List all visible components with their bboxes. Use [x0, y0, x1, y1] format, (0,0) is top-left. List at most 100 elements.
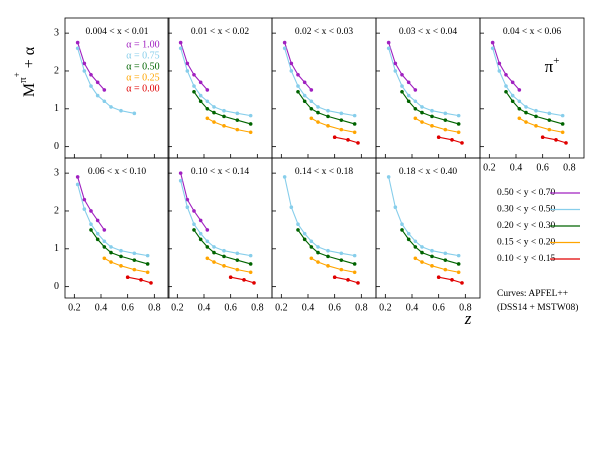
panel: 0.2 0.4 0.6 0.8 0.14 < x < 0.18	[271, 157, 377, 313]
data-point	[309, 107, 314, 111]
data-point	[406, 80, 411, 85]
data-point	[400, 228, 404, 232]
data-point	[443, 127, 448, 132]
y-label-part: M	[21, 83, 38, 97]
data-point	[497, 69, 502, 73]
data-point	[420, 105, 424, 109]
data-point	[222, 108, 226, 113]
data-point	[352, 113, 357, 118]
particle-part: π	[545, 57, 554, 76]
data-point	[235, 127, 240, 132]
x-tick-label: 0.6	[536, 162, 549, 173]
data-point	[413, 99, 418, 104]
curve	[180, 173, 208, 231]
data-point	[75, 46, 80, 51]
data-point	[326, 264, 330, 268]
data-point	[82, 197, 87, 202]
data-point	[456, 262, 461, 266]
data-point	[534, 114, 538, 119]
data-point	[393, 69, 398, 73]
panel-frame	[375, 157, 481, 299]
data-point	[139, 278, 143, 282]
data-point	[212, 245, 216, 249]
data-point	[252, 281, 256, 285]
data-point	[490, 46, 495, 51]
data-point	[192, 228, 196, 232]
data-point	[456, 122, 461, 126]
alpha-label: α = 0.25	[126, 72, 159, 83]
x-tick-label: 0.8	[355, 302, 368, 313]
data-point	[289, 205, 294, 209]
data-point	[393, 205, 398, 209]
data-point	[198, 80, 203, 85]
data-point	[352, 262, 357, 266]
data-point	[178, 178, 183, 183]
legend-label: 0.30 < y < 0.50	[497, 205, 555, 215]
panel: 0.2 0.4 0.6 0.8 0.18 < x < 0.40	[375, 157, 481, 313]
data-point	[430, 254, 434, 259]
data-point	[560, 122, 565, 126]
data-point	[510, 93, 515, 98]
data-point	[346, 138, 350, 142]
x-tick-label: 0.8	[459, 302, 472, 313]
y-tick-label: 3	[54, 167, 59, 178]
data-point	[510, 99, 515, 104]
data-point	[534, 124, 538, 128]
data-point	[102, 245, 107, 249]
data-point	[430, 248, 434, 253]
data-point	[309, 239, 314, 244]
x-tick-label: 0.6	[224, 302, 237, 313]
data-point	[75, 40, 80, 45]
data-point	[339, 251, 344, 256]
data-point	[212, 105, 216, 109]
data-point	[205, 99, 210, 104]
data-point	[198, 231, 203, 236]
data-point	[460, 281, 464, 285]
data-point	[178, 46, 183, 51]
data-point	[132, 258, 137, 262]
data-point	[560, 130, 565, 135]
y-label-part: +	[12, 72, 22, 77]
panel-title: 0.14 < x < 0.18	[295, 167, 353, 177]
data-point	[547, 118, 552, 122]
data-point	[222, 264, 226, 268]
panel: 0.02 < x < 0.03	[271, 17, 377, 159]
data-point	[352, 270, 357, 275]
data-point	[296, 222, 300, 227]
data-point	[420, 245, 424, 249]
data-point	[212, 120, 216, 124]
x-tick-label: 0.4	[198, 302, 211, 313]
data-point	[450, 278, 454, 282]
panel: 0.01 < x < 0.02	[167, 17, 273, 159]
data-point	[352, 130, 357, 135]
y-tick-label: 3	[54, 27, 59, 38]
data-point	[178, 171, 183, 175]
data-point	[456, 113, 461, 118]
data-point	[443, 111, 448, 116]
data-point	[393, 61, 398, 66]
data-point	[222, 114, 226, 119]
data-point	[400, 222, 404, 227]
curve	[77, 184, 148, 257]
data-point	[456, 253, 461, 258]
x-tick-label: 0.4	[510, 162, 523, 173]
data-point	[302, 93, 307, 98]
curve	[492, 42, 520, 91]
data-point	[517, 99, 522, 104]
data-point	[235, 118, 240, 122]
data-point	[198, 237, 203, 242]
data-point	[420, 250, 424, 255]
panel-title: 0.18 < x < 0.40	[399, 167, 457, 177]
data-point	[185, 69, 190, 73]
data-point	[316, 260, 320, 264]
y-tick-label: 1	[54, 243, 59, 254]
alpha-label: α = 0.00	[126, 83, 159, 94]
data-point	[316, 110, 320, 115]
data-point	[309, 116, 314, 121]
data-point	[339, 267, 344, 272]
data-point	[296, 84, 300, 88]
data-point	[248, 270, 253, 275]
data-point	[309, 88, 314, 92]
data-point	[430, 124, 434, 128]
